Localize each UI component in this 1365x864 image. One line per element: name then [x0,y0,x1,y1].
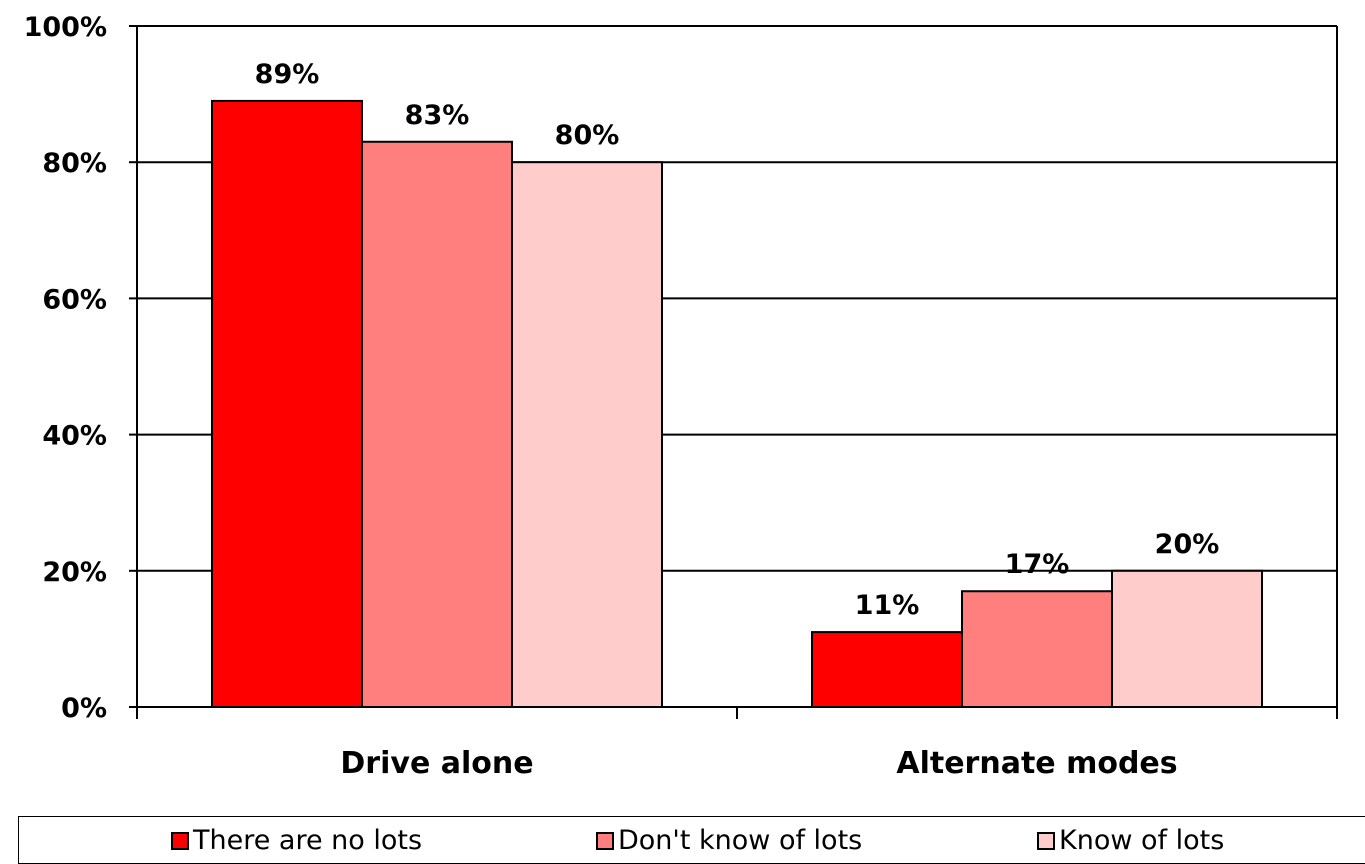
y-tick-label: 20% [42,557,107,588]
bar [1111,569,1263,708]
y-tick-label: 0% [61,693,107,724]
legend-swatch-dont-know [596,831,614,850]
x-category-label: Alternate modes [896,746,1177,781]
legend-item-dont-know: Don't know of lots [596,825,862,856]
y-tick-label: 60% [42,284,107,315]
legend: There are no lots Don't know of lots Kno… [18,816,1365,864]
data-label: 89% [255,59,320,90]
y-tick-label: 80% [42,148,107,179]
bar [361,140,513,708]
legend-item-know: Know of lots [1037,825,1224,856]
bar [511,161,663,708]
legend-item-no-lots: There are no lots [171,825,422,856]
data-label: 20% [1155,529,1220,560]
legend-swatch-know [1037,831,1055,850]
data-label: 80% [555,120,620,151]
bar [211,99,363,709]
data-label: 11% [855,590,920,621]
y-tick-label: 100% [24,12,107,43]
data-label: 83% [405,100,470,131]
y-tick-label: 40% [42,421,107,452]
bar [811,631,963,709]
bar [961,590,1113,708]
legend-label-no-lots: There are no lots [193,825,423,856]
data-label: 17% [1005,549,1070,580]
legend-label-know: Know of lots [1059,825,1225,856]
x-category-label: Drive alone [340,746,533,781]
legend-label-dont-know: Don't know of lots [618,825,863,856]
legend-swatch-no-lots [171,831,189,850]
